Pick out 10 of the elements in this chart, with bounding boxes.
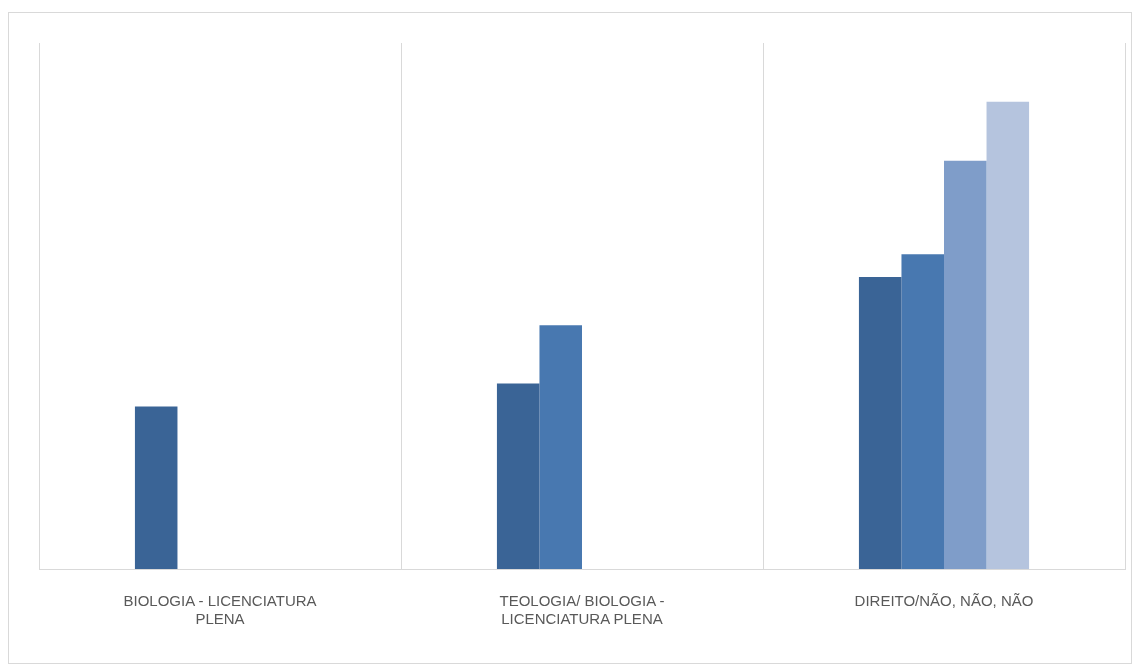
bar — [496, 383, 540, 569]
x-tick-label: DIREITO/NÃO, NÃO, NÃO — [854, 592, 1034, 610]
bar — [901, 254, 944, 569]
x-tick-label: TEOLOGIA/ BIOLOGIA - LICENCIATURA PLENA — [499, 592, 665, 628]
x-tick-label: BIOLOGIA - LICENCIATURA PLENA — [123, 592, 317, 628]
bar — [986, 101, 1030, 569]
bar — [134, 406, 178, 569]
bar — [944, 160, 987, 569]
bar — [858, 277, 902, 569]
bar — [539, 325, 582, 569]
